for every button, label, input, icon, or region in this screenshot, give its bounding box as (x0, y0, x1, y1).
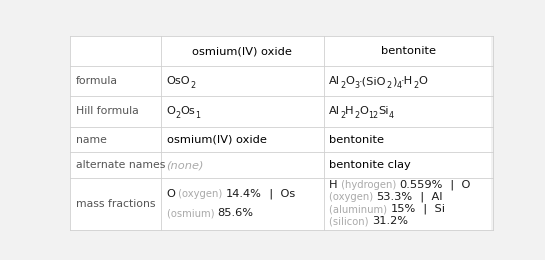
Text: 3: 3 (354, 81, 359, 90)
Text: Si: Si (378, 107, 389, 116)
Text: 4: 4 (396, 81, 401, 90)
Text: Os: Os (180, 107, 195, 116)
Text: 2: 2 (175, 111, 180, 120)
Text: bentonite clay: bentonite clay (329, 160, 411, 170)
Text: 2: 2 (340, 81, 346, 90)
Text: |  Al: | Al (413, 192, 442, 202)
Text: 85.6%: 85.6% (217, 208, 253, 218)
Text: O: O (419, 76, 427, 86)
Text: O: O (359, 107, 368, 116)
Text: 2: 2 (414, 81, 419, 90)
Text: osmium(IV) oxide: osmium(IV) oxide (192, 46, 292, 56)
Text: Al: Al (329, 76, 340, 86)
Text: 4: 4 (389, 111, 393, 120)
Text: 0.559%: 0.559% (399, 180, 443, 190)
Text: O: O (346, 76, 354, 86)
Text: bentonite: bentonite (329, 134, 384, 145)
Text: name: name (76, 134, 107, 145)
Text: 2: 2 (354, 111, 359, 120)
Text: bentonite: bentonite (380, 46, 435, 56)
Text: ): ) (392, 76, 396, 86)
Text: H: H (346, 107, 354, 116)
Text: mass fractions: mass fractions (76, 199, 155, 209)
Text: 2: 2 (340, 111, 346, 120)
Text: Hill formula: Hill formula (76, 107, 138, 116)
Text: |  Os: | Os (262, 188, 295, 199)
Text: (silicon): (silicon) (329, 216, 372, 226)
Text: osmium(IV) oxide: osmium(IV) oxide (167, 134, 267, 145)
Text: (oxygen): (oxygen) (175, 188, 226, 199)
Text: (oxygen): (oxygen) (329, 192, 377, 202)
Text: (none): (none) (167, 160, 204, 170)
Text: formula: formula (76, 76, 118, 86)
Text: 12: 12 (368, 111, 378, 120)
Text: 53.3%: 53.3% (377, 192, 413, 202)
Text: (aluminum): (aluminum) (329, 204, 390, 214)
Text: 1: 1 (195, 111, 201, 120)
Text: 15%: 15% (390, 204, 415, 214)
Text: |  Si: | Si (415, 204, 445, 214)
Text: alternate names: alternate names (76, 160, 165, 170)
Text: ·H: ·H (401, 76, 414, 86)
Text: O: O (167, 188, 175, 199)
Text: ·(SiO: ·(SiO (359, 76, 386, 86)
Text: (hydrogen): (hydrogen) (338, 180, 399, 190)
Text: O: O (167, 107, 175, 116)
Text: Al: Al (329, 107, 340, 116)
Text: OsO: OsO (167, 76, 190, 86)
Text: (osmium): (osmium) (167, 208, 217, 218)
Text: 31.2%: 31.2% (372, 216, 408, 226)
Text: H: H (329, 180, 338, 190)
Text: 14.4%: 14.4% (226, 188, 262, 199)
Text: |  O: | O (443, 180, 470, 190)
Text: 2: 2 (190, 81, 195, 90)
Text: 2: 2 (386, 81, 392, 90)
